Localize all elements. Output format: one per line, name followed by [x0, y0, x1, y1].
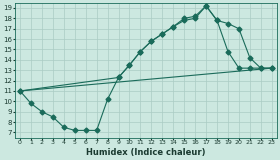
X-axis label: Humidex (Indice chaleur): Humidex (Indice chaleur) [86, 148, 206, 157]
